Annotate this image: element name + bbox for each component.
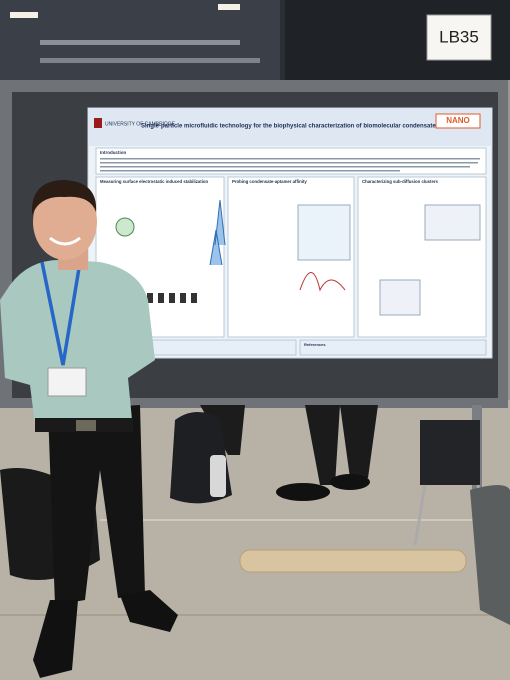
lanyard xyxy=(40,261,82,366)
intro-box xyxy=(95,147,487,175)
ceiling-light xyxy=(10,12,38,18)
chair-leg xyxy=(413,484,427,546)
smile xyxy=(49,236,81,246)
shoe xyxy=(120,590,178,632)
poster: UNIVERSITY OF CAMBRIDGE Single-particle … xyxy=(87,107,493,359)
name-badge xyxy=(47,367,87,397)
poster-header xyxy=(88,108,492,146)
figure xyxy=(379,279,421,316)
booth-sign xyxy=(426,14,492,61)
visitor-shoe xyxy=(330,474,370,490)
booth-number: LB35 xyxy=(439,27,479,46)
bag xyxy=(470,485,510,625)
ceiling-light xyxy=(218,4,240,10)
visitor-legs xyxy=(305,405,378,485)
water-bottle xyxy=(210,455,226,497)
chair xyxy=(420,420,480,485)
logo-box xyxy=(435,113,481,129)
section-box xyxy=(357,176,487,338)
references-box xyxy=(299,339,487,356)
intro-text xyxy=(100,158,480,172)
figure xyxy=(297,204,351,261)
shoe xyxy=(33,600,78,678)
visitor-shoe xyxy=(276,483,330,501)
section-heading: Measuring surface electrostatic induced … xyxy=(100,179,209,184)
presenter xyxy=(0,180,178,678)
figure xyxy=(209,199,226,266)
institution: UNIVERSITY OF CAMBRIDGE xyxy=(105,121,176,127)
crest xyxy=(94,118,102,128)
section-heading: Characterizing sub-diffusion clusters xyxy=(362,179,439,184)
section-heading: References xyxy=(304,342,326,347)
logo: NANO xyxy=(446,116,470,125)
ceiling-beam xyxy=(40,40,240,45)
figure xyxy=(115,217,135,237)
section-heading: Introduction xyxy=(100,150,126,155)
figure xyxy=(424,204,481,241)
figure xyxy=(299,272,346,292)
poster-tube xyxy=(239,549,467,573)
trousers xyxy=(48,405,145,605)
belt-buckle xyxy=(76,420,96,431)
face xyxy=(33,184,97,260)
hair xyxy=(31,180,97,215)
figure xyxy=(147,293,197,303)
poster-title: Single-particle microfluidic technology … xyxy=(141,124,440,130)
section-heading: Probing condensate-aptamer affinity xyxy=(232,179,307,184)
shirt xyxy=(0,259,155,425)
ceiling-beam xyxy=(40,58,260,63)
